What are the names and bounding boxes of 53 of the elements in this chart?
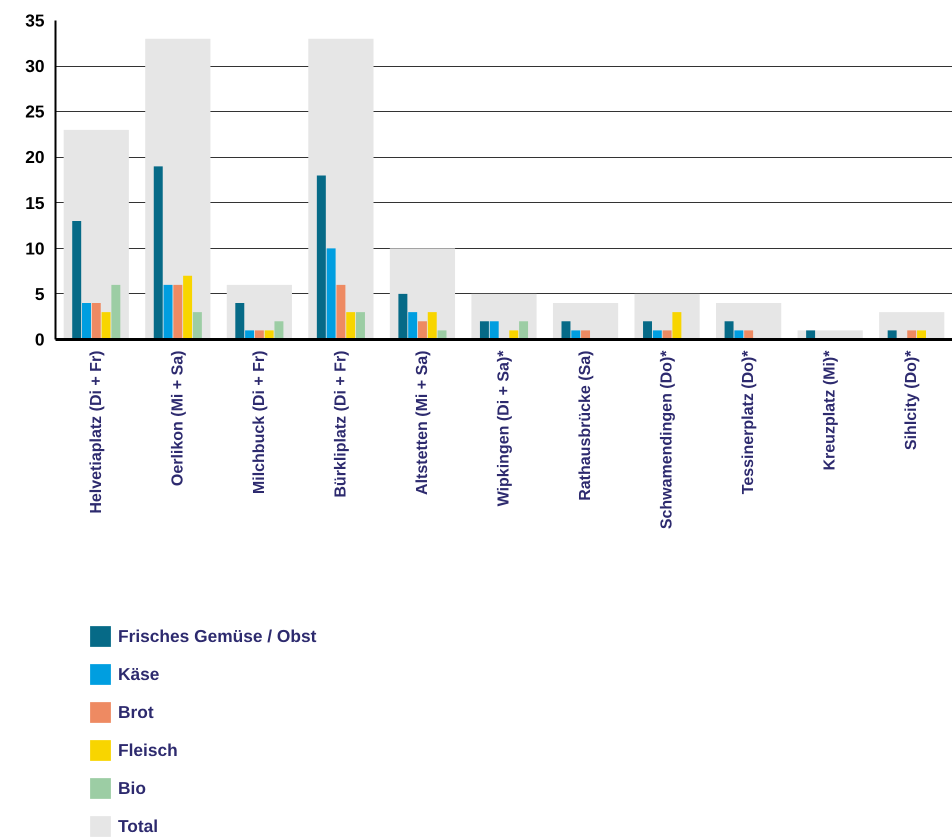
bar [408,312,418,340]
bar [724,321,734,340]
bar [192,312,202,340]
x-tick-label: Altstetten (Mi + Sa) [414,350,431,495]
bar [346,312,356,340]
bar [519,321,528,340]
bar [164,284,173,340]
bar [72,221,82,340]
bar [428,312,437,340]
legend-label: Total [118,816,158,836]
y-tick-label: 0 [34,330,45,350]
bar [326,248,336,340]
x-tick-label: Rathausbrücke (Sa) [577,350,594,501]
legend-label: Käse [118,664,160,684]
bar [82,303,91,340]
bar [102,312,111,340]
x-tick-label: Helvetiaplatz (Di + Fr) [88,350,105,514]
bar [356,312,365,340]
y-tick-label: 20 [25,147,45,168]
x-tick-label: Milchbuck (Di + Fr) [250,350,268,494]
bar [480,321,489,340]
y-tick-label: 15 [25,192,45,213]
x-tick-label: Tessinerplatz (Do)* [740,350,758,494]
y-tick-label: 5 [34,284,45,304]
bar [643,321,652,340]
bar [154,166,163,340]
bar [235,303,244,340]
bar [418,321,427,340]
bar [672,312,682,340]
x-tick-label: Kreuzplatz (Mi)* [822,350,839,470]
y-tick-label: 10 [25,238,45,258]
bar [561,321,570,340]
legend-label: Frisches Gemüse / Obst [118,626,316,646]
x-tick-label: Bürkliplatz (Di + Fr) [332,350,350,498]
x-tick-label: Oerlikon (Mi + Sa) [169,350,186,486]
bar [92,303,101,340]
legend-label: Brot [118,702,154,722]
x-tick-label: Schwamendingen (Do)* [658,350,676,530]
y-tick-label: 35 [25,10,45,30]
bar [336,284,346,340]
bar [316,175,326,340]
bar [398,294,408,340]
x-tick-label: Wipkingen (Di + Sa)* [496,350,512,506]
bar [111,284,120,340]
y-tick-label: 25 [25,102,45,122]
bar [274,321,284,340]
bar [490,321,499,340]
x-tick-label: Sihlcity (Do)* [903,350,920,450]
y-tick-label: 30 [25,56,45,76]
legend-label: Fleisch [118,740,178,760]
legend-label: Bio [118,778,146,798]
bar [173,284,182,340]
bar [183,276,192,340]
